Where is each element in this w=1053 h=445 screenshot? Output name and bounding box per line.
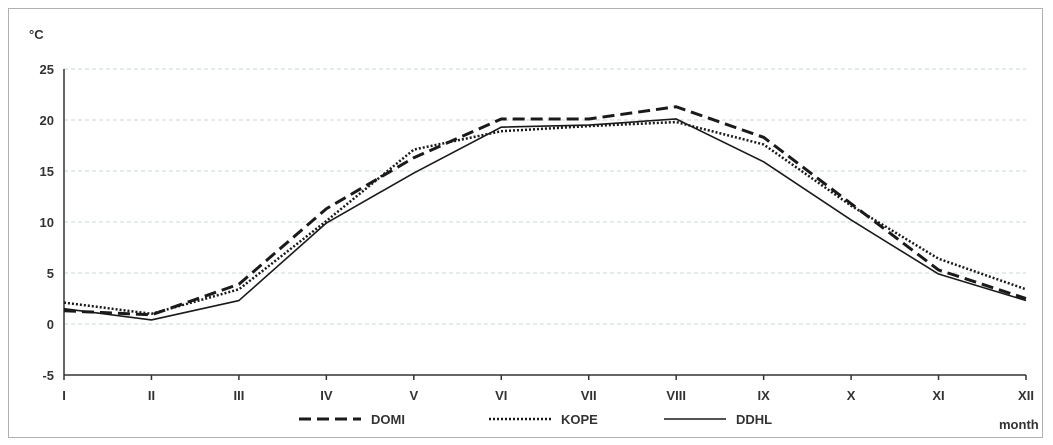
series-line-ddhl <box>63 118 1027 321</box>
x-tick-label: I <box>62 388 66 403</box>
legend-label-ddhl: DDHL <box>736 412 772 427</box>
axes <box>63 69 1027 380</box>
x-tick-label: VI <box>495 388 507 403</box>
y-tick-label: 5 <box>47 266 54 281</box>
y-tick-label: 20 <box>40 113 54 128</box>
legend: DOMI KOPE DDHL <box>299 412 772 427</box>
chart-frame: -5 0 5 10 15 20 25 I II III IV V VI VII VIII IX X XI XII °… <box>8 8 1043 438</box>
legend-label-kope: KOPE <box>561 412 598 427</box>
x-tick-label: II <box>148 388 155 403</box>
x-tick-label: XI <box>932 388 944 403</box>
x-tick-label: V <box>409 388 418 403</box>
y-axis-title: °C <box>29 27 44 42</box>
x-tick-label: IV <box>320 388 333 403</box>
series-line-domi <box>63 105 1027 317</box>
y-tick-label: 25 <box>40 62 54 77</box>
series-line-kope <box>63 120 1027 316</box>
legend-label-domi: DOMI <box>371 412 405 427</box>
y-tick-label: -5 <box>42 368 54 383</box>
y-tick-label: 15 <box>40 164 54 179</box>
x-tick-label: IX <box>757 388 770 403</box>
x-tick-label: VII <box>581 388 597 403</box>
x-tick-label: III <box>233 388 244 403</box>
x-axis-title: month <box>999 417 1039 432</box>
x-tick-label: VIII <box>666 388 686 403</box>
series-lines <box>63 105 1027 321</box>
y-tick-label: 0 <box>47 317 54 332</box>
y-tick-label: 10 <box>40 215 54 230</box>
x-tick-label: XII <box>1018 388 1034 403</box>
x-tick-label: X <box>847 388 856 403</box>
grid-lines <box>64 68 1026 325</box>
